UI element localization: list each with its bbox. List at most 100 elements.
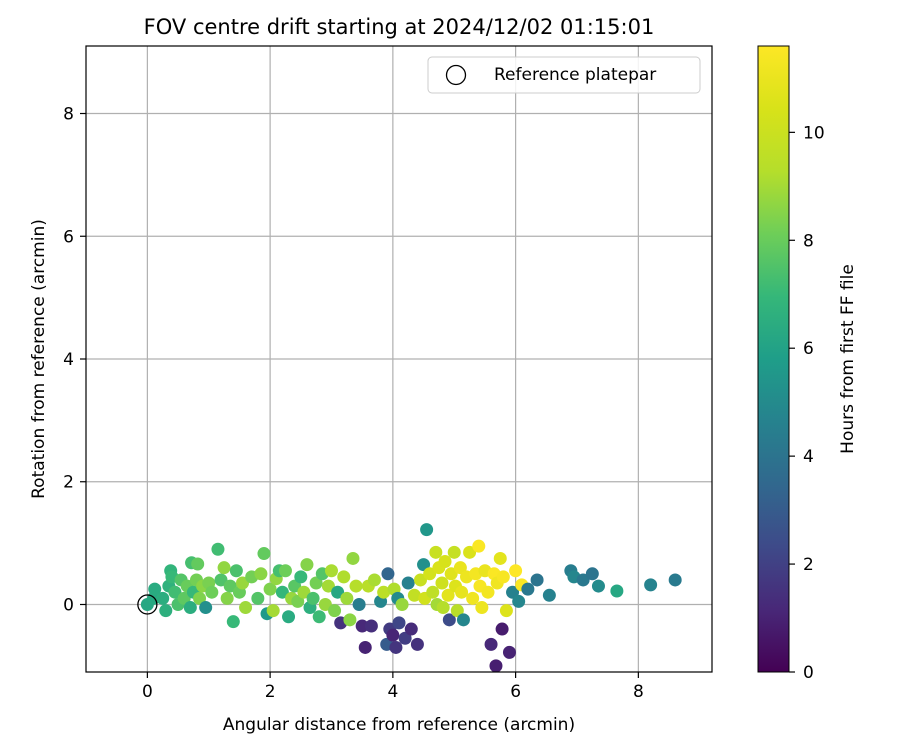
scatter-point: [509, 564, 523, 578]
scatter-point: [148, 582, 162, 596]
scatter-point: [346, 551, 360, 565]
scatter-point: [417, 558, 431, 572]
scatter-point: [521, 582, 535, 596]
scatter-point: [177, 591, 191, 605]
scatter-point: [489, 659, 503, 673]
y-tick-label: 2: [63, 473, 74, 493]
scatter-point: [318, 597, 332, 611]
colorbar-tick-label: 2: [803, 555, 814, 575]
scatter-point: [453, 561, 467, 575]
scatter-point: [377, 585, 391, 599]
scatter-point: [530, 573, 544, 587]
scatter-point: [168, 585, 182, 599]
scatter-point: [266, 604, 280, 618]
scatter-point: [436, 601, 450, 615]
scatter-point: [223, 579, 237, 593]
scatter-point: [401, 576, 415, 590]
scatter-point: [450, 604, 464, 618]
scatter-point: [389, 640, 403, 654]
scatter-point: [282, 610, 296, 624]
x-tick-label: 0: [142, 682, 153, 702]
reference-marker: [137, 594, 158, 615]
colorbar: [757, 45, 790, 673]
x-tick-label: 6: [510, 682, 521, 702]
scatter-point: [251, 591, 265, 605]
scatter-point: [495, 622, 509, 636]
y-tick-label: 4: [63, 350, 74, 370]
scatter-point: [343, 613, 357, 627]
scatter-point: [506, 585, 520, 599]
scatter-point: [257, 547, 271, 561]
scatter-points: [140, 523, 682, 673]
chart-title: FOV centre drift starting at 2024/12/02 …: [144, 15, 655, 39]
legend-entry-reference: Reference platepar: [494, 65, 656, 85]
scatter-point: [591, 579, 605, 593]
scatter-point: [294, 570, 308, 584]
scatter-point: [239, 601, 253, 615]
scatter-point: [367, 573, 381, 587]
scatter-point: [183, 601, 197, 615]
scatter-point: [496, 570, 510, 584]
legend-marker: [445, 64, 467, 86]
scatter-point: [423, 567, 437, 581]
scatter-point: [404, 622, 418, 636]
scatter-point: [442, 613, 456, 627]
scatter-point: [254, 567, 268, 581]
scatter-point: [395, 597, 409, 611]
y-tick-label: 6: [63, 227, 74, 247]
scatter-point: [447, 545, 461, 559]
x-tick-label: 2: [265, 682, 276, 702]
colorbar-tick-label: 8: [803, 231, 814, 251]
scatter-point: [211, 542, 225, 556]
scatter-point: [352, 597, 366, 611]
x-axis-label: Angular distance from reference (arcmin): [223, 715, 575, 735]
scatter-point: [386, 628, 400, 642]
scatter-point: [324, 564, 338, 578]
scatter-point: [456, 613, 470, 627]
scatter-point: [321, 579, 335, 593]
scatter-point: [413, 573, 427, 587]
scatter-point: [205, 585, 219, 599]
colorbar-tick-label: 0: [803, 663, 814, 683]
scatter-point: [499, 604, 513, 618]
x-axis-ticks: 0 2 4 6 8: [142, 672, 644, 702]
scatter-point: [392, 616, 406, 630]
scatter-point: [278, 564, 292, 578]
colorbar-tick-label: 10: [803, 123, 825, 143]
scatter-point: [156, 591, 170, 605]
scatter-point: [300, 558, 314, 572]
scatter-point: [668, 573, 682, 587]
legend: Reference platepar: [427, 56, 701, 94]
scatter-point: [475, 601, 489, 615]
scatter-point: [398, 631, 412, 645]
scatter-point: [502, 645, 516, 659]
scatter-point: [455, 585, 469, 599]
scatter-point: [435, 576, 449, 590]
scatter-point: [236, 576, 249, 590]
scatter-point: [512, 594, 526, 608]
scatter-point: [644, 578, 658, 592]
scatter-point: [610, 584, 624, 598]
y-tick-label: 0: [63, 595, 74, 615]
scatter-point: [542, 588, 556, 602]
legend-box: [427, 56, 701, 94]
scatter-point: [429, 545, 443, 559]
scatter-point: [306, 591, 320, 605]
scatter-point: [291, 594, 305, 608]
scatter-point: [191, 557, 205, 571]
scatter-point: [349, 579, 363, 593]
x-tick-label: 8: [633, 682, 644, 702]
scatter-point: [426, 585, 440, 599]
y-tick-label: 8: [63, 105, 74, 125]
scatter-point: [364, 619, 378, 633]
scatter-point: [410, 637, 424, 651]
colorbar-tick-label: 6: [803, 339, 814, 359]
scatter-point: [159, 604, 173, 618]
scatter-point: [214, 573, 228, 587]
scatter-point: [340, 591, 354, 605]
colorbar-tick-label: 4: [803, 447, 814, 467]
scatter-point: [576, 573, 590, 587]
scatter-point: [229, 564, 243, 578]
scatter-point: [263, 582, 277, 596]
